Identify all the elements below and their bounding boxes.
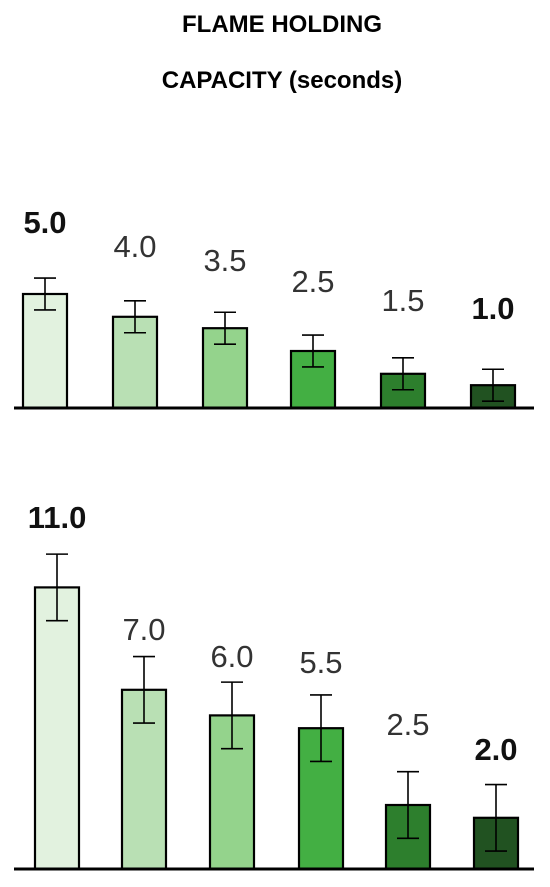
error-bar-top-3 <box>214 311 236 345</box>
error-bar-bottom-3 <box>221 681 243 750</box>
data-label-top-1: 5.0 <box>23 205 66 240</box>
chart-title-line-2: CAPACITY (seconds) <box>162 67 402 94</box>
error-bar-top-4 <box>302 334 324 368</box>
data-label-top-4: 2.5 <box>291 264 334 299</box>
data-label-top-5: 1.5 <box>381 283 424 318</box>
error-bar-top-2 <box>124 300 146 334</box>
chart-panel-bottom: 11.0 7.0 6.0 5.5 2.5 2.0 <box>14 500 534 871</box>
error-bar-bottom-2 <box>133 655 155 724</box>
data-label-bottom-1: 11.0 <box>28 500 87 535</box>
data-label-bottom-4: 5.5 <box>299 645 342 680</box>
bar-bottom-1 <box>33 586 81 871</box>
error-bar-top-1 <box>34 277 56 311</box>
error-bar-bottom-5 <box>397 770 419 840</box>
error-bar-bottom-6 <box>485 783 507 852</box>
data-label-bottom-6: 2.0 <box>474 732 517 767</box>
chart-panel-top: 5.0 4.0 3.5 2.5 1.5 1.0 <box>14 205 534 410</box>
data-label-bottom-3: 6.0 <box>210 639 253 674</box>
chart-title-line-1: FLAME HOLDING <box>182 11 382 38</box>
data-label-top-3: 3.5 <box>203 243 246 278</box>
bar-top-1 <box>21 292 69 410</box>
data-label-bottom-2: 7.0 <box>122 612 165 647</box>
data-label-top-6: 1.0 <box>471 291 514 326</box>
error-bar-top-5 <box>392 357 414 391</box>
error-bar-bottom-1 <box>46 553 68 622</box>
error-bar-bottom-4 <box>310 694 332 763</box>
error-bar-top-6 <box>482 368 504 402</box>
data-label-bottom-5: 2.5 <box>386 707 429 742</box>
data-label-top-2: 4.0 <box>113 229 156 264</box>
